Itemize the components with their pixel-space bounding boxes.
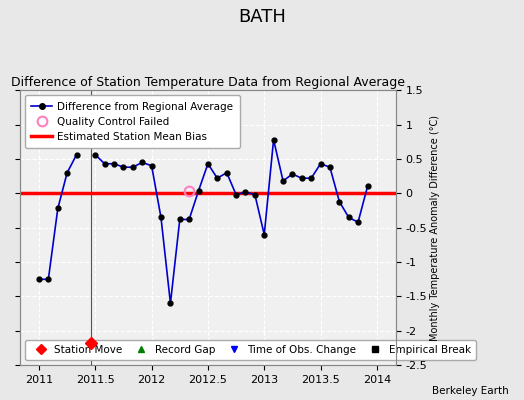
Title: Difference of Station Temperature Data from Regional Average: Difference of Station Temperature Data f… (11, 76, 405, 89)
Text: BATH: BATH (238, 8, 286, 26)
Text: Berkeley Earth: Berkeley Earth (432, 386, 508, 396)
Y-axis label: Monthly Temperature Anomaly Difference (°C): Monthly Temperature Anomaly Difference (… (430, 115, 440, 341)
Legend: Station Move, Record Gap, Time of Obs. Change, Empirical Break: Station Move, Record Gap, Time of Obs. C… (25, 340, 476, 360)
